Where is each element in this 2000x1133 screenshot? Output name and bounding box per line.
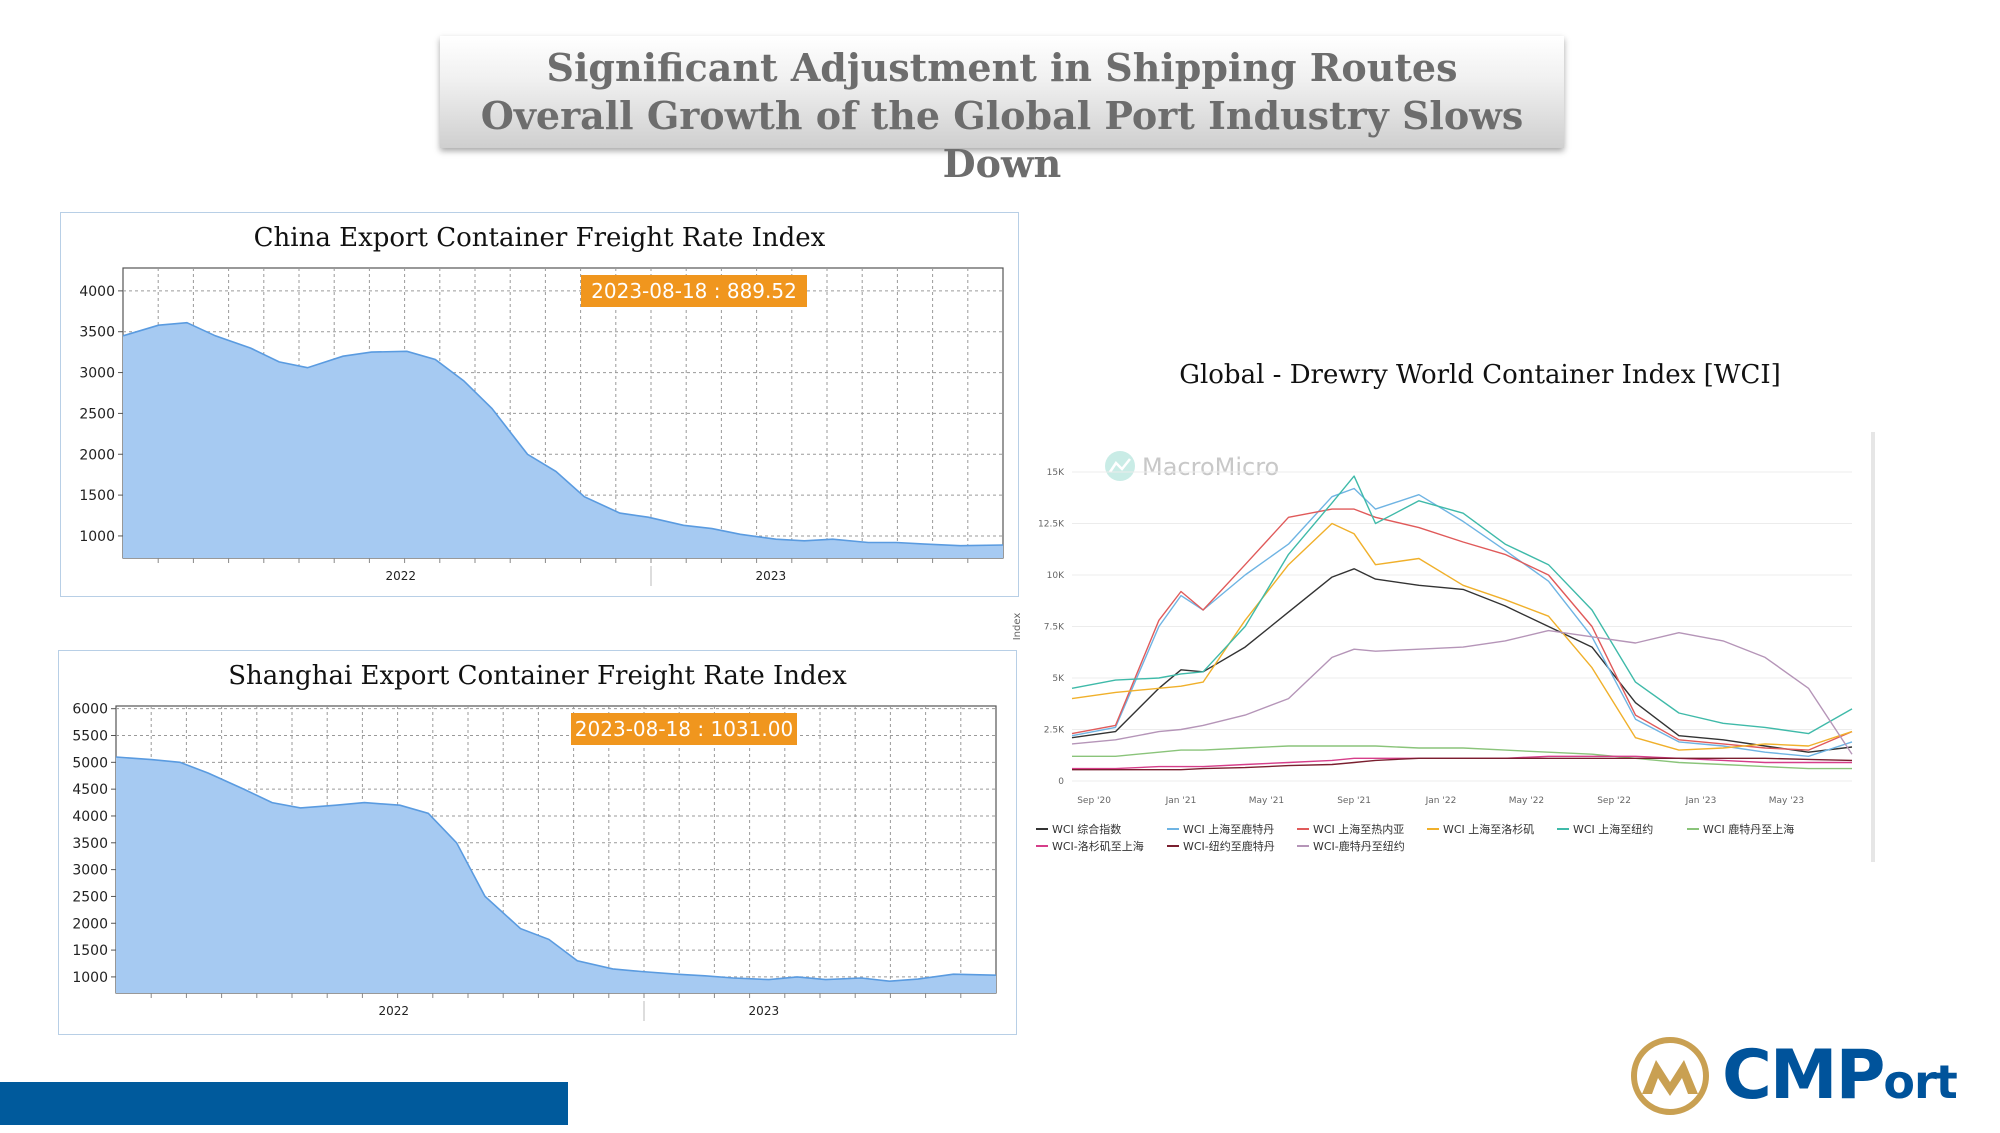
shanghai-y-tick-label: 1500 xyxy=(72,943,108,959)
shanghai-y-tick-label: 2500 xyxy=(72,889,108,905)
wci-y-tick-label: 2.5K xyxy=(1044,726,1065,736)
china-chart-title: China Export Container Freight Rate Inde… xyxy=(253,223,826,253)
shanghai-y-tick-label: 3000 xyxy=(72,863,108,879)
wci-chart: MacroMicro 0 2.5K 5K 7.5K 10K 12.5K 15K Index Sep… xyxy=(1012,432,1875,862)
shanghai-y-tick-label: 5500 xyxy=(72,729,108,745)
wci-legend-label: WCI 上海至洛杉矶 xyxy=(1443,822,1534,836)
wci-x-tick-label: May '21 xyxy=(1249,796,1284,806)
shanghai-chart-title: Shanghai Export Container Freight Rate I… xyxy=(228,661,847,691)
shanghai-y-tick-label: 6000 xyxy=(72,702,108,718)
macromicro-watermark-text: MacroMicro xyxy=(1142,453,1279,481)
china-y-tick-label: 1500 xyxy=(79,488,115,504)
wci-series-line-2 xyxy=(1071,508,1853,751)
shanghai-x-label: 2023 xyxy=(749,1004,780,1018)
cmport-emblem-icon xyxy=(1631,1037,1709,1115)
china-y-tick-label: 1000 xyxy=(79,529,115,545)
shanghai-area-line xyxy=(115,756,997,983)
wci-series-line-5 xyxy=(1072,745,1852,770)
china-y-tick-label: 3000 xyxy=(79,366,115,382)
wci-y-tick-label: 7.5K xyxy=(1044,623,1065,633)
wci-legend-label: WCI 上海至热内亚 xyxy=(1313,822,1404,836)
wci-series-line-8 xyxy=(1071,629,1853,755)
wci-y-tick-label: 0 xyxy=(1058,777,1064,787)
shanghai-freight-chart-panel: Shanghai Export Container Freight Rate I… xyxy=(58,650,1017,1035)
wci-chart-title: Global - Drewry World Container Index [W… xyxy=(1179,360,1781,390)
header-title-line2: Overall Growth of the Global Port Indust… xyxy=(480,93,1524,186)
wci-x-tick-label: Jan '22 xyxy=(1425,796,1457,806)
wci-series-line-1 xyxy=(1071,487,1853,757)
footer-bar xyxy=(0,1082,568,1125)
china-freight-chart: 1000 1500 2000 2500 3000 3500 4000 2022 2023 2023… xyxy=(79,267,1004,586)
wci-legend-label: WCI 上海至鹿特丹 xyxy=(1183,822,1274,836)
cmport-logo-text: CMPort xyxy=(1722,1036,1958,1115)
wci-legend-label: WCI 上海至纽约 xyxy=(1573,822,1653,836)
shanghai-y-tick-label: 1000 xyxy=(72,970,108,986)
header-banner: Significant Adjustment in Shipping Route… xyxy=(440,36,1564,186)
china-y-tick-label: 2500 xyxy=(79,406,115,422)
wci-y-tick-label: 15K xyxy=(1047,468,1065,478)
china-tooltip-text: 2023-08-18 : 889.52 xyxy=(591,279,797,303)
wci-y-tick-label: 12.5K xyxy=(1038,520,1065,530)
shanghai-area xyxy=(116,757,996,993)
china-area-line xyxy=(122,321,1004,547)
wci-legend-label: WCI-纽约至鹿特丹 xyxy=(1183,839,1275,853)
wci-legend-label: WCI-洛杉矶至上海 xyxy=(1052,839,1144,853)
macromicro-watermark-trend-icon xyxy=(1108,458,1131,473)
wci-x-tick-label: May '23 xyxy=(1769,796,1804,806)
wci-x-tick-label: Jan '21 xyxy=(1165,796,1197,806)
wci-series-line-4 xyxy=(1071,475,1853,735)
wci-y-tick-label: 5K xyxy=(1052,674,1065,684)
wci-series-line-7 xyxy=(1072,757,1853,771)
wci-x-tick-label: Jan '23 xyxy=(1685,796,1717,806)
wci-x-tick-label: Sep '20 xyxy=(1077,796,1111,806)
china-x-label: 2023 xyxy=(756,569,787,583)
wci-y-axis-label: Index xyxy=(1012,613,1023,641)
shanghai-tooltip-text: 2023-08-18 : 1031.00 xyxy=(575,717,793,741)
china-y-tick-label: 2000 xyxy=(79,447,115,463)
wci-legend-label: WCI-鹿特丹至纽约 xyxy=(1313,839,1405,853)
shanghai-y-tick-label: 4500 xyxy=(72,782,108,798)
header-title-line1: Significant Adjustment in Shipping Route… xyxy=(546,45,1458,90)
shanghai-x-label: 2022 xyxy=(379,1004,410,1018)
shanghai-y-tick-label: 2000 xyxy=(72,916,108,932)
wci-x-tick-label: Sep '21 xyxy=(1337,796,1371,806)
shanghai-y-tick-label: 5000 xyxy=(72,755,108,771)
china-y-tick-label: 4000 xyxy=(79,284,115,300)
wci-y-tick-label: 10K xyxy=(1047,571,1065,581)
china-y-tick-label: 3500 xyxy=(79,325,115,341)
wci-x-tick-label: May '22 xyxy=(1509,796,1544,806)
china-area xyxy=(123,322,1003,558)
wci-series-line-3 xyxy=(1071,522,1853,751)
wci-series-line-0 xyxy=(1071,568,1853,753)
china-tooltip-box xyxy=(581,275,807,307)
shanghai-tooltip-box xyxy=(571,713,797,745)
shanghai-y-tick-label: 3500 xyxy=(72,836,108,852)
shanghai-freight-chart: 1000 1500 2000 2500 3000 3500 4000 4500 5000 5500… xyxy=(72,702,997,1021)
cmport-logo: CMPort xyxy=(1630,1036,1990,1116)
china-x-label: 2022 xyxy=(386,569,417,583)
shanghai-y-tick-label: 4000 xyxy=(72,809,108,825)
wci-x-tick-label: Sep '22 xyxy=(1597,796,1631,806)
china-freight-chart-panel: China Export Container Freight Rate Inde… xyxy=(60,212,1019,597)
wci-legend-label: WCI 综合指数 xyxy=(1052,822,1121,836)
wci-legend-label: WCI 鹿特丹至上海 xyxy=(1703,822,1794,836)
